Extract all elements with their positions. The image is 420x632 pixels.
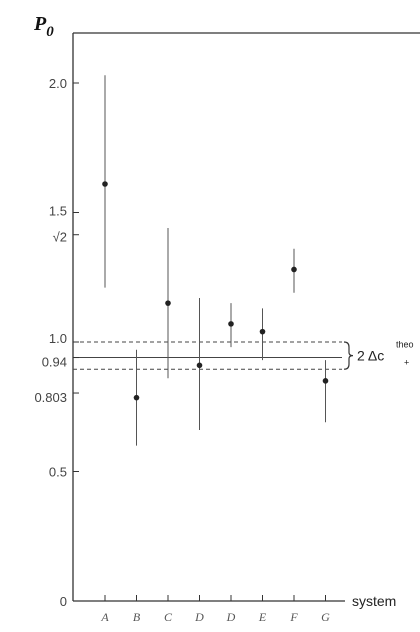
data-point-7	[322, 378, 329, 384]
x-tick-label-0: A	[100, 610, 109, 624]
y-tick-label-5: 0.803	[34, 390, 67, 405]
x-tick-label-2: C	[164, 610, 173, 624]
data-point-4	[228, 321, 234, 327]
x-tick-label-7: G	[321, 610, 330, 624]
data-point-3	[196, 362, 203, 369]
band-annotation-label: 2 Δc	[357, 348, 384, 364]
band-brace	[343, 341, 354, 370]
y-tick-label-7: 0	[60, 594, 67, 609]
data-point-6	[291, 266, 297, 273]
y-tick-label-6: 0.5	[49, 465, 67, 480]
data-point-5	[259, 328, 266, 335]
band-annotation-subscript: +	[404, 358, 409, 368]
data-point-1	[133, 394, 140, 401]
y-tick-label-3: 1.0	[49, 331, 67, 346]
x-tick-label-6: F	[289, 610, 298, 624]
x-tick-label-4: D	[226, 610, 236, 624]
x-tick-label-5: E	[258, 610, 267, 624]
y-tick-label-2: √2	[53, 230, 67, 245]
y-tick-label-1: 1.5	[49, 204, 67, 219]
y-axis-title: P0	[33, 13, 54, 40]
x-tick-label-1: B	[133, 610, 141, 624]
y-tick-label-0: 2.0	[49, 76, 67, 91]
data-point-0	[102, 181, 108, 187]
y-tick-label-4: 0.94	[42, 355, 67, 370]
x-axis-title: system	[352, 593, 396, 609]
x-tick-label-3: D	[194, 610, 204, 624]
band-annotation-superscript: theo	[396, 340, 414, 350]
data-point-2	[165, 300, 171, 306]
